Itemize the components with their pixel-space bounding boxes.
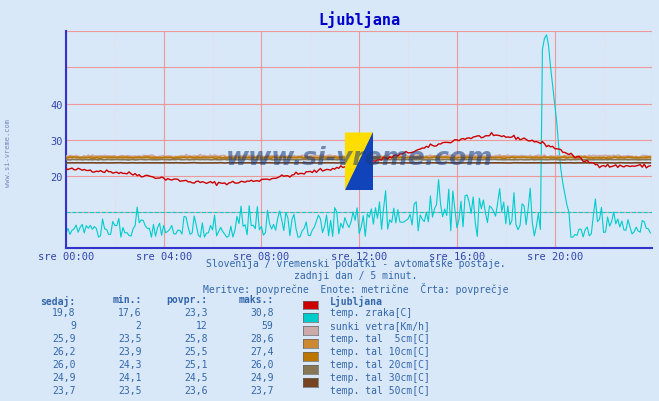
Text: 27,4: 27,4: [250, 346, 273, 356]
Text: maks.:: maks.:: [239, 295, 273, 305]
Text: www.si-vreme.com: www.si-vreme.com: [5, 118, 11, 186]
Text: www.si-vreme.com: www.si-vreme.com: [225, 146, 493, 170]
Text: 19,8: 19,8: [52, 308, 76, 318]
Text: Meritve: povprečne  Enote: metrične  Črta: povprečje: Meritve: povprečne Enote: metrične Črta:…: [203, 283, 509, 295]
Text: 59: 59: [262, 320, 273, 330]
Text: min.:: min.:: [112, 295, 142, 305]
Text: 24,9: 24,9: [52, 372, 76, 382]
Text: 25,1: 25,1: [184, 359, 208, 369]
Text: temp. tal 50cm[C]: temp. tal 50cm[C]: [330, 385, 430, 395]
Text: povpr.:: povpr.:: [167, 295, 208, 305]
Text: 25,8: 25,8: [184, 333, 208, 343]
Text: 24,9: 24,9: [250, 372, 273, 382]
Text: 23,3: 23,3: [184, 308, 208, 318]
Text: 24,3: 24,3: [118, 359, 142, 369]
Text: 25,5: 25,5: [184, 346, 208, 356]
Text: Ljubljana: Ljubljana: [330, 295, 382, 306]
Text: 30,8: 30,8: [250, 308, 273, 318]
Text: 23,7: 23,7: [52, 385, 76, 395]
Text: 23,5: 23,5: [118, 385, 142, 395]
Text: 24,5: 24,5: [184, 372, 208, 382]
Text: 9: 9: [70, 320, 76, 330]
Text: 17,6: 17,6: [118, 308, 142, 318]
Text: 23,5: 23,5: [118, 333, 142, 343]
Polygon shape: [345, 133, 374, 191]
Text: 12: 12: [196, 320, 208, 330]
Text: zadnji dan / 5 minut.: zadnji dan / 5 minut.: [294, 271, 418, 281]
Text: sunki vetra[Km/h]: sunki vetra[Km/h]: [330, 320, 430, 330]
Title: Ljubljana: Ljubljana: [318, 11, 400, 28]
Text: temp. tal 20cm[C]: temp. tal 20cm[C]: [330, 359, 430, 369]
Text: 23,6: 23,6: [184, 385, 208, 395]
Text: 23,7: 23,7: [250, 385, 273, 395]
Text: temp. tal 10cm[C]: temp. tal 10cm[C]: [330, 346, 430, 356]
Text: temp. zraka[C]: temp. zraka[C]: [330, 308, 412, 318]
Text: temp. tal  5cm[C]: temp. tal 5cm[C]: [330, 333, 430, 343]
Text: sedaj:: sedaj:: [41, 295, 76, 306]
Text: Slovenija / vremenski podatki - avtomatske postaje.: Slovenija / vremenski podatki - avtomats…: [206, 259, 505, 269]
Text: 24,1: 24,1: [118, 372, 142, 382]
Text: 26,0: 26,0: [52, 359, 76, 369]
Text: 28,6: 28,6: [250, 333, 273, 343]
Polygon shape: [345, 133, 374, 191]
Text: 26,0: 26,0: [250, 359, 273, 369]
Text: temp. tal 30cm[C]: temp. tal 30cm[C]: [330, 372, 430, 382]
Text: 2: 2: [136, 320, 142, 330]
Text: 26,2: 26,2: [52, 346, 76, 356]
Text: 23,9: 23,9: [118, 346, 142, 356]
Text: 25,9: 25,9: [52, 333, 76, 343]
